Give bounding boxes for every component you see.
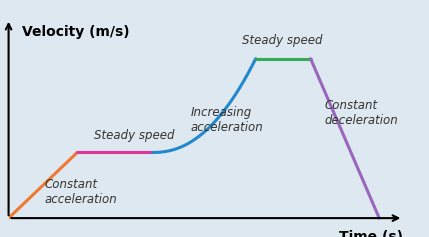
Text: Velocity (m/s): Velocity (m/s) (22, 25, 130, 39)
Text: Constant
deceleration: Constant deceleration (324, 99, 398, 127)
Text: Steady speed: Steady speed (242, 34, 323, 47)
Text: Increasing
acceleration: Increasing acceleration (190, 106, 263, 134)
Text: Steady speed: Steady speed (94, 129, 175, 142)
Text: Constant
acceleration: Constant acceleration (45, 178, 118, 206)
Text: Time (s): Time (s) (339, 230, 403, 237)
